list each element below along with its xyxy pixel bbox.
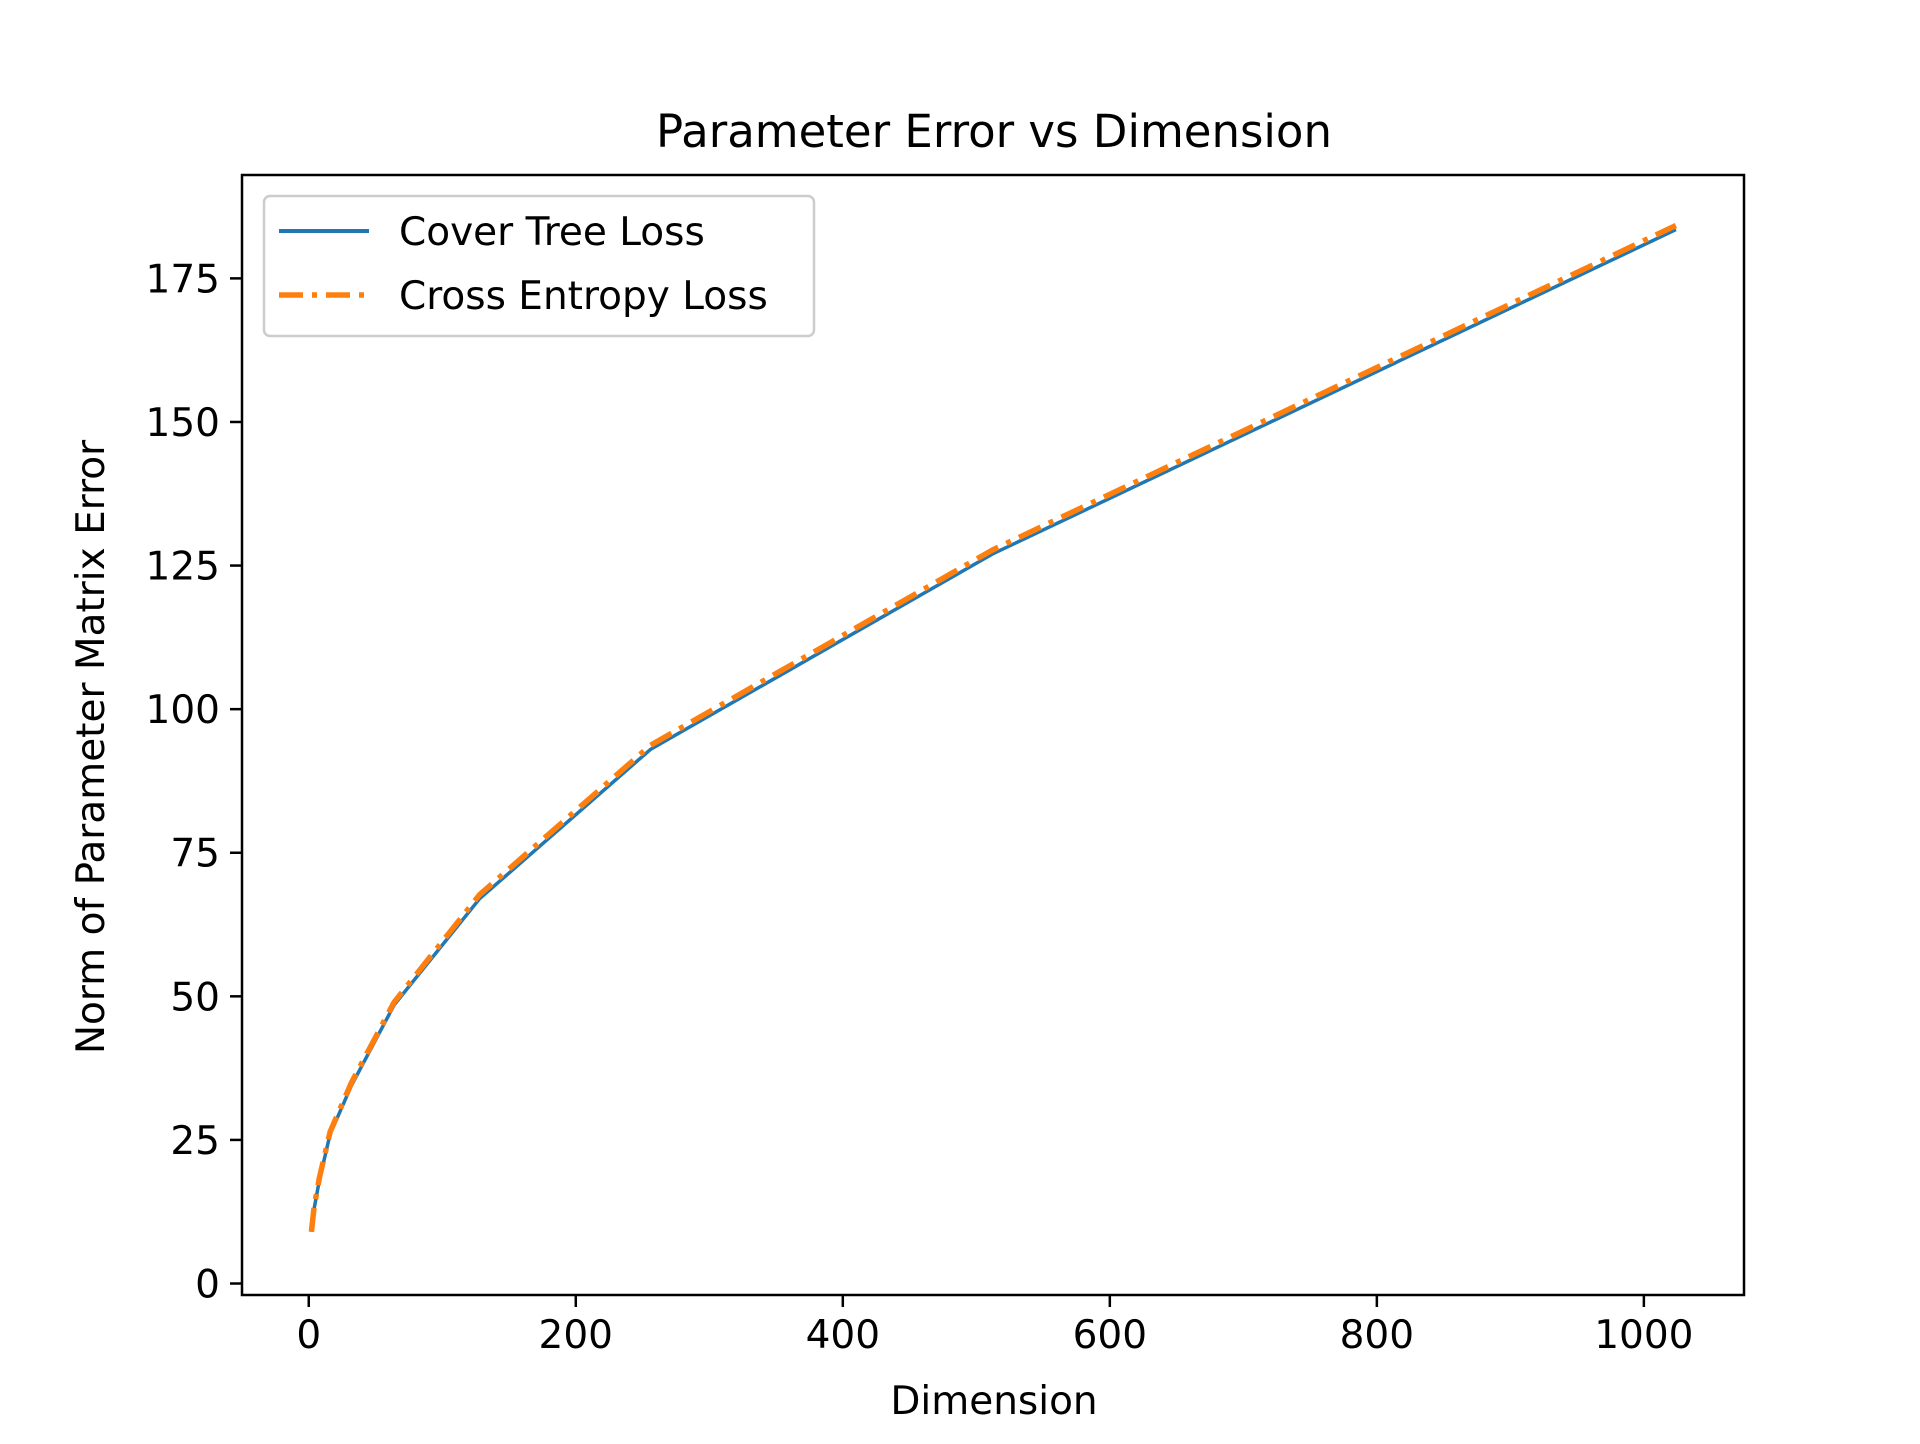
x-axis-label: Dimension <box>890 1379 1097 1424</box>
x-tick-label: 800 <box>1340 1313 1414 1358</box>
legend-box <box>262 194 816 338</box>
x-tick-label: 0 <box>296 1313 321 1358</box>
x-tick-label: 400 <box>806 1313 880 1358</box>
plot-area: 0 200 400 600 800 1000 0 25 50 75 100 125 150 175 Cove… <box>146 173 1746 1358</box>
y-tick-label: 175 <box>146 257 220 302</box>
plot-frame <box>240 173 1746 1297</box>
y-axis-label: Norm of Parameter Matrix Error <box>69 439 114 1054</box>
y-tick-label: 100 <box>146 688 220 733</box>
x-tick-label: 200 <box>539 1313 613 1358</box>
y-tick-label: 150 <box>146 401 220 446</box>
y-tick-label: 125 <box>146 545 220 590</box>
y-tick-label: 25 <box>170 1119 220 1164</box>
y-tick-label: 0 <box>195 1263 220 1308</box>
y-tick-label: 75 <box>170 832 220 877</box>
legend-label-1: Cover Tree Loss <box>399 210 705 255</box>
x-tick-label: 600 <box>1073 1313 1147 1358</box>
series-line-2 <box>308 223 1678 1233</box>
x-tick-label: 1000 <box>1594 1313 1693 1358</box>
chart-title: Parameter Error vs Dimension <box>656 105 1332 158</box>
legend-label-2: Cross Entropy Loss <box>399 274 768 319</box>
y-tick-label: 50 <box>170 975 220 1020</box>
series-line-1 <box>309 228 1677 1233</box>
